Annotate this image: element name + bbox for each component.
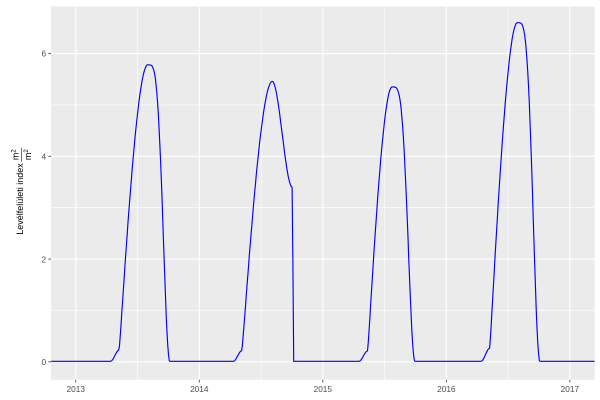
svg-text:4: 4 [41, 152, 46, 162]
svg-text:2015: 2015 [314, 384, 333, 394]
svg-text:2013: 2013 [67, 384, 86, 394]
svg-text:2016: 2016 [437, 384, 456, 394]
svg-text:0: 0 [41, 357, 46, 367]
svg-text:6: 6 [41, 49, 46, 59]
svg-text:2014: 2014 [190, 384, 209, 394]
svg-text:2: 2 [41, 254, 46, 264]
svg-text:Levélfelületi index: Levélfelületi index [15, 163, 25, 235]
svg-text:2017: 2017 [561, 384, 580, 394]
